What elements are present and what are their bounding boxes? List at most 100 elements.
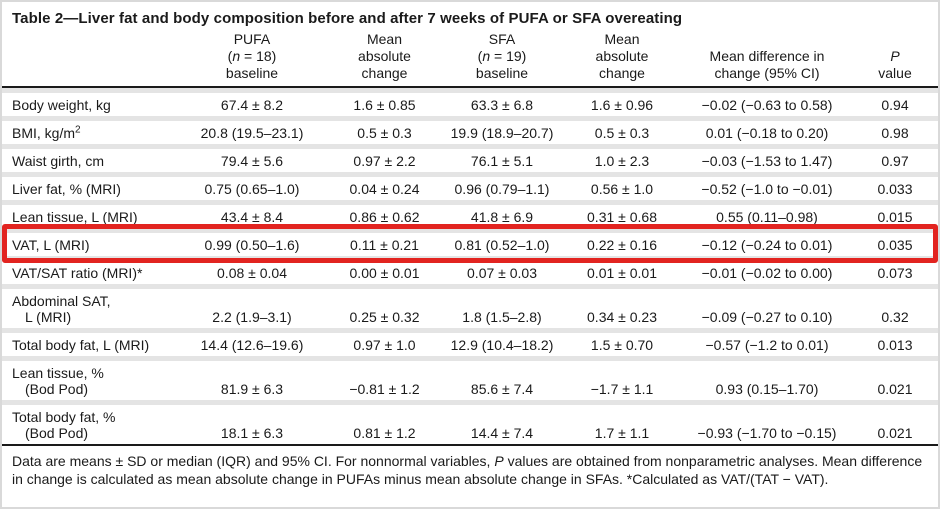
column-header-row-label [2,31,177,88]
cell-value: 14.4 (12.6–19.6) [177,328,327,356]
cell-value: 19.9 (18.9–20.7) [442,116,562,144]
column-header-line: Mean difference in [709,48,825,64]
cell-value: 14.4 ± 7.4 [442,400,562,446]
column-header-line: change (95% CI) [714,65,820,81]
column-header-line: absolute [358,48,411,64]
column-header-line: (n = 18) [227,48,277,64]
column-header-line: (n = 19) [477,48,527,64]
table-row: VAT, L (MRI) 0.99 (0.50–1.6) 0.11 ± 0.21 0.… [2,228,938,256]
column-header-line: change [599,65,645,81]
cell-value: 0.81 ± 1.2 [327,400,442,446]
table-footnote: Data are means ± SD or median (IQR) and … [12,453,923,487]
cell-value: −0.09 (−0.27 to 0.10) [682,284,852,328]
cell-value: 0.5 ± 0.3 [327,116,442,144]
row-label: VAT, L (MRI) [2,228,177,256]
table-row: Lean tissue, % (Bod Pod) 81.9 ± 6.3 −0.81 ±… [2,356,938,400]
cell-value: −1.7 ± 1.1 [562,356,682,400]
cell-value: 0.07 ± 0.03 [442,256,562,284]
cell-value: 0.86 ± 0.62 [327,200,442,228]
row-label: Total body fat, L (MRI) [2,328,177,356]
cell-value: 63.3 ± 6.8 [442,88,562,116]
cell-value: 43.4 ± 8.4 [177,200,327,228]
cell-value: −0.12 (−0.24 to 0.01) [682,228,852,256]
row-label: Waist girth, cm [2,144,177,172]
row-label: Liver fat, % (MRI) [2,172,177,200]
cell-value: 0.32 [852,284,938,328]
cell-value: 1.6 ± 0.96 [562,88,682,116]
cell-value: 0.01 ± 0.01 [562,256,682,284]
data-table: PUFA (n = 18) baseline Mean absolute change SF… [2,31,938,446]
cell-value: 79.4 ± 5.6 [177,144,327,172]
row-label: VAT/SAT ratio (MRI)* [2,256,177,284]
row-label: Lean tissue, % (Bod Pod) [2,356,177,400]
cell-value: 0.033 [852,172,938,200]
column-header-line: Mean [366,31,403,47]
cell-value: 0.97 [852,144,938,172]
column-header-pufa-baseline: PUFA (n = 18) baseline [177,31,327,88]
cell-value: 0.01 (−0.18 to 0.20) [682,116,852,144]
row-label: Body weight, kg [2,88,177,116]
cell-value: 0.021 [852,356,938,400]
cell-value: 0.96 (0.79–1.1) [442,172,562,200]
column-header-line: PUFA [233,31,271,47]
column-header-line: absolute [595,48,649,64]
cell-value: 85.6 ± 7.4 [442,356,562,400]
table-row: Abdominal SAT, L (MRI) 2.2 (1.9–3.1) 0.25 ±… [2,284,938,328]
cell-value: −0.02 (−0.63 to 0.58) [682,88,852,116]
row-label: Total body fat, % (Bod Pod) [2,400,177,446]
cell-value: 0.11 ± 0.21 [327,228,442,256]
table-row: Liver fat, % (MRI) 0.75 (0.65–1.0) 0.04 ± … [2,172,938,200]
cell-value: 0.75 (0.65–1.0) [177,172,327,200]
cell-value: 0.34 ± 0.23 [562,284,682,328]
cell-value: 0.04 ± 0.24 [327,172,442,200]
table-row: Body weight, kg 67.4 ± 8.2 1.6 ± 0.85 63.3 … [2,88,938,116]
cell-value: 41.8 ± 6.9 [442,200,562,228]
cell-value: 81.9 ± 6.3 [177,356,327,400]
cell-value: 0.56 ± 1.0 [562,172,682,200]
column-header-line: SFA [488,31,516,47]
header-row: PUFA (n = 18) baseline Mean absolute change SF… [2,31,938,88]
cell-value: 1.6 ± 0.85 [327,88,442,116]
column-header-sfa-baseline: SFA (n = 19) baseline [442,31,562,88]
column-header-line: change [361,65,408,81]
cell-value: −0.81 ± 1.2 [327,356,442,400]
column-header-line: P [890,48,900,64]
cell-value: −0.93 (−1.70 to −0.15) [682,400,852,446]
cell-value: 76.1 ± 5.1 [442,144,562,172]
table-row: Total body fat, L (MRI) 14.4 (12.6–19.6) 0… [2,328,938,356]
cell-value: 0.5 ± 0.3 [562,116,682,144]
cell-value: 0.31 ± 0.68 [562,200,682,228]
cell-value: 1.5 ± 0.70 [562,328,682,356]
cell-value: 0.08 ± 0.04 [177,256,327,284]
cell-value: 12.9 (10.4–18.2) [442,328,562,356]
column-header-line: Mean [604,31,640,47]
cell-value: −0.52 (−1.0 to −0.01) [682,172,852,200]
table-row: VAT/SAT ratio (MRI)* 0.08 ± 0.04 0.00 ± 0.… [2,256,938,284]
cell-value: 18.1 ± 6.3 [177,400,327,446]
cell-value: −0.57 (−1.2 to 0.01) [682,328,852,356]
cell-value: 1.7 ± 1.1 [562,400,682,446]
cell-value: 0.073 [852,256,938,284]
column-header-pufa-mean-absolute-change: Mean absolute change [327,31,442,88]
cell-value: 67.4 ± 8.2 [177,88,327,116]
cell-value: 2.2 (1.9–3.1) [177,284,327,328]
cell-value: 0.015 [852,200,938,228]
cell-value: 1.0 ± 2.3 [562,144,682,172]
cell-value: 0.013 [852,328,938,356]
cell-value: 0.55 (0.11–0.98) [682,200,852,228]
table-row: Lean tissue, L (MRI) 43.4 ± 8.4 0.86 ± 0.6… [2,200,938,228]
cell-value: 0.22 ± 0.16 [562,228,682,256]
cell-value: 0.97 ± 1.0 [327,328,442,356]
cell-value: 0.97 ± 2.2 [327,144,442,172]
row-label: BMI, kg/m2 [2,116,177,144]
cell-value: −0.03 (−1.53 to 1.47) [682,144,852,172]
table-row: BMI, kg/m2 20.8 (19.5–23.1) 0.5 ± 0.3 19.9 … [2,116,938,144]
row-label: Abdominal SAT, L (MRI) [2,284,177,328]
column-header-sfa-mean-absolute-change: Mean absolute change [562,31,682,88]
row-label: Lean tissue, L (MRI) [2,200,177,228]
column-header-line: baseline [225,65,279,81]
table-body: Body weight, kg 67.4 ± 8.2 1.6 ± 0.85 63.3 … [2,88,938,446]
cell-value: 0.99 (0.50–1.6) [177,228,327,256]
